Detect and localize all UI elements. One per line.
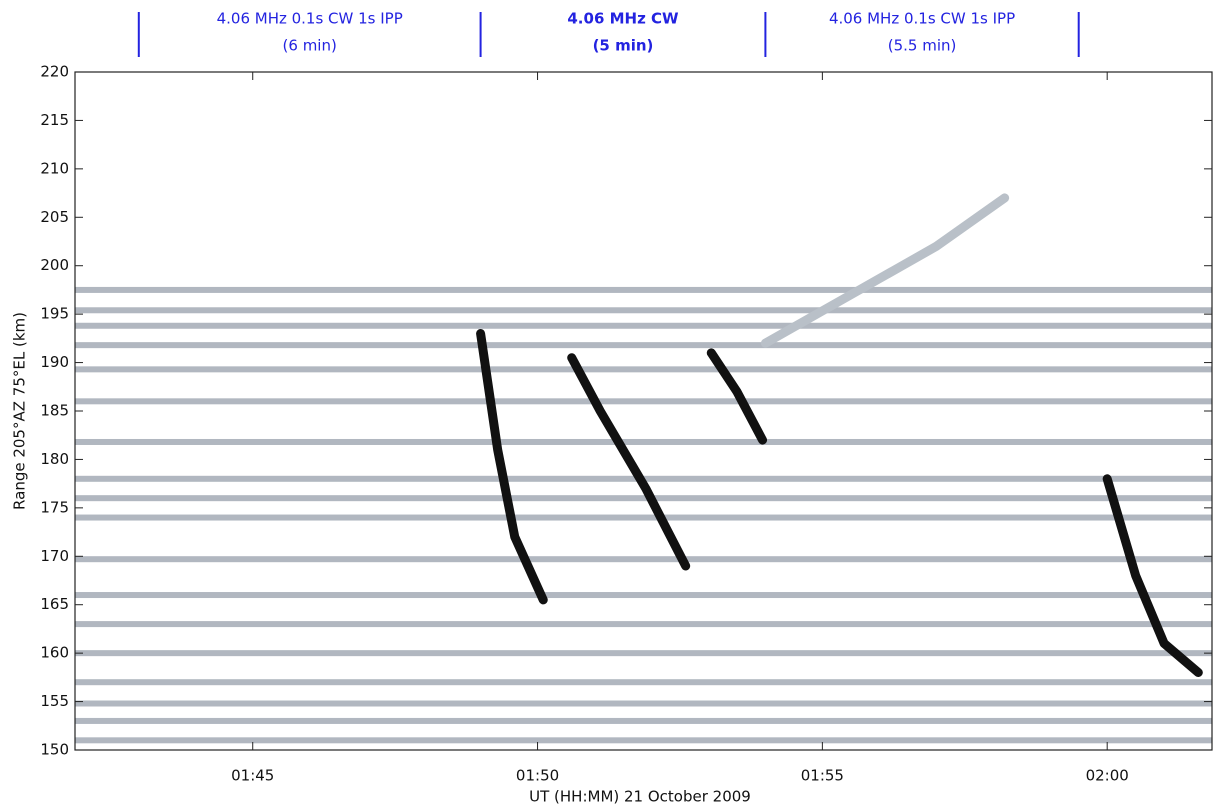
- y-tick-label: 180: [40, 450, 69, 468]
- y-axis-label: Range 205°AZ 75°EL (km): [11, 312, 29, 510]
- y-tick-label: 190: [40, 353, 69, 371]
- interference-band: [75, 439, 1212, 445]
- interference-band: [75, 592, 1212, 598]
- y-tick-label: 150: [40, 741, 69, 759]
- segment-duration: (6 min): [283, 37, 337, 55]
- y-tick-label: 210: [40, 159, 69, 177]
- interference-band: [75, 342, 1212, 348]
- interference-band: [75, 515, 1212, 521]
- interference-band: [75, 287, 1212, 293]
- segment-duration: (5.5 min): [888, 37, 957, 55]
- interference-band: [75, 398, 1212, 404]
- x-axis-label: UT (HH:MM) 21 October 2009: [529, 788, 751, 806]
- y-tick-label: 155: [40, 692, 69, 710]
- segment-duration: (5 min): [593, 37, 654, 55]
- x-tick-label: 01:50: [516, 767, 559, 785]
- x-tick-label: 01:45: [231, 767, 274, 785]
- echo-trace: [711, 353, 762, 440]
- y-tick-label: 165: [40, 595, 69, 613]
- interference-band: [75, 701, 1212, 707]
- interference-band: [75, 737, 1212, 743]
- x-tick-label: 01:55: [801, 767, 844, 785]
- y-tick-label: 215: [40, 111, 69, 129]
- chart: UT (HH:MM) 21 October 2009 Range 205°AZ …: [0, 0, 1217, 812]
- interference-band: [75, 718, 1212, 724]
- x-tick-label: 02:00: [1086, 767, 1129, 785]
- interference-band: [75, 366, 1212, 372]
- interference-band: [75, 621, 1212, 627]
- echo-trace: [1107, 479, 1198, 673]
- y-tick-label: 175: [40, 498, 69, 516]
- segment-label: 4.06 MHz 0.1s CW 1s IPP: [829, 10, 1015, 28]
- interference-band: [75, 556, 1212, 562]
- y-tick-label: 220: [40, 63, 69, 81]
- y-tick-label: 200: [40, 256, 69, 274]
- echo-trace: [765, 198, 1004, 343]
- y-tick-label: 185: [40, 402, 69, 420]
- y-tick-label: 205: [40, 208, 69, 226]
- interference-band: [75, 307, 1212, 313]
- y-tick-label: 160: [40, 644, 69, 662]
- interference-band: [75, 679, 1212, 685]
- interference-band: [75, 495, 1212, 501]
- plot-frame: [75, 72, 1212, 750]
- segment-label: 4.06 MHz CW: [567, 10, 679, 28]
- y-tick-label: 195: [40, 305, 69, 323]
- interference-band: [75, 650, 1212, 656]
- echo-trace: [572, 358, 686, 566]
- interference-band: [75, 323, 1212, 329]
- segment-label: 4.06 MHz 0.1s CW 1s IPP: [217, 10, 403, 28]
- y-tick-label: 170: [40, 547, 69, 565]
